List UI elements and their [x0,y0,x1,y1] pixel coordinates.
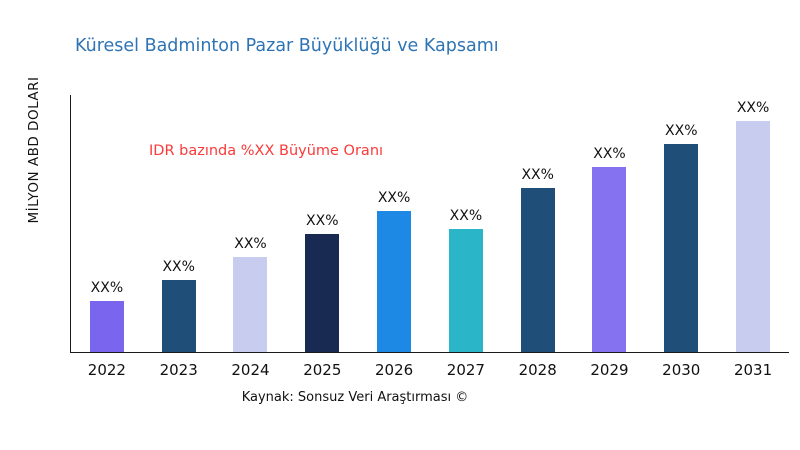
bar-group: XX% 2026 [358,95,430,379]
bar [520,187,555,352]
bar-group: XX% 2025 [286,95,358,379]
bar [736,120,771,352]
bar-group: XX% 2031 [717,95,789,379]
x-tick-label: 2022 [87,361,126,379]
bar [89,300,124,352]
plot-area: IDR bazında %XX Büyüme Oranı XX% 2022 XX% 2… [70,95,789,379]
bar-group: XX% 2024 [215,95,287,379]
bar-value-label: XX% [593,145,626,162]
bar [305,233,340,352]
bar-group: XX% 2030 [645,95,717,379]
bar-value-label: XX% [234,235,267,252]
x-tick-label: 2029 [590,361,629,379]
bar [592,166,627,352]
x-tick-label: 2024 [231,361,270,379]
bar-value-label: XX% [377,189,411,206]
bar-group: XX% 2027 [430,95,502,379]
chart-title: Küresel Badminton Pazar Büyüklüğü ve Kap… [75,36,499,56]
x-tick-label: 2023 [159,361,198,379]
x-tick-label: 2030 [662,361,701,379]
bar-value-label: XX% [449,207,483,224]
x-tick-label: 2027 [446,361,485,379]
x-tick-label: 2026 [374,361,414,379]
bar-value-label: XX% [665,122,698,139]
source-caption: Kaynak: Sonsuz Veri Araştırması © [241,390,469,405]
bar [377,210,412,352]
bar-value-label: XX% [306,212,339,229]
bar-group: XX% 2028 [502,95,574,379]
bar [161,280,196,352]
bar-group: XX% 2022 [71,95,143,379]
x-tick-label: 2025 [303,361,342,379]
bar-value-label: XX% [90,279,124,296]
growth-annotation: IDR bazında %XX Büyüme Oranı [149,143,384,159]
bar-value-label: XX% [736,99,770,116]
bar [233,256,268,352]
bar-value-label: XX% [521,166,554,183]
bar-group: XX% 2029 [574,95,646,379]
bar [448,228,483,352]
bar-group: XX% 2023 [143,95,215,379]
x-tick-label: 2031 [733,361,773,379]
y-axis-label: MİLYON ABD DOLARI [26,76,42,224]
x-tick-label: 2028 [518,361,557,379]
bar-value-label: XX% [162,259,195,276]
bars: XX% 2022 XX% 2023 XX% 2024 XX% 2025 XX% 2026 XX% 20… [71,95,789,379]
bar [664,143,699,352]
